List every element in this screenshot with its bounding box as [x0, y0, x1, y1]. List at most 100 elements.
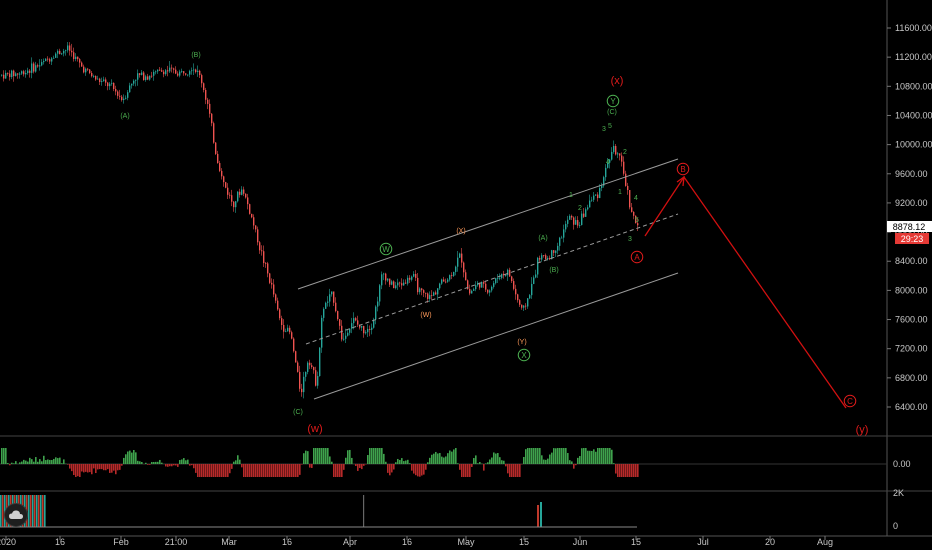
- candle-body: [231, 195, 233, 202]
- oscillator-bar: [601, 448, 603, 464]
- oscillator-bar: [395, 462, 397, 464]
- oscillator-bar: [511, 464, 513, 477]
- oscillator-bar: [83, 464, 85, 473]
- candle-body: [283, 325, 285, 332]
- candle-body: [381, 274, 383, 286]
- time-tick-label: 20: [765, 537, 775, 547]
- candle-body: [105, 79, 107, 83]
- oscillator-bar: [597, 448, 599, 464]
- oscillator-bar: [229, 464, 231, 474]
- candle-body: [477, 282, 479, 286]
- oscillator-bar: [177, 464, 179, 467]
- oscillator-bar: [333, 464, 335, 477]
- price-tick-label: 7200.00: [895, 344, 928, 354]
- candle-body: [335, 302, 337, 312]
- candle-body: [351, 323, 353, 329]
- oscillator-bar: [553, 448, 555, 464]
- oscillator-bar: [73, 464, 75, 476]
- candle-body: [193, 69, 195, 71]
- volume-bar: [40, 495, 42, 527]
- oscillator-bar: [441, 456, 443, 464]
- candle-body: [401, 283, 403, 286]
- candle-body: [23, 71, 25, 75]
- oscillator-bar: [121, 464, 123, 466]
- oscillator-bar: [513, 464, 515, 477]
- candle-body: [355, 318, 357, 321]
- oscillator-bar: [509, 464, 511, 477]
- oscillator-bar: [387, 464, 389, 473]
- candle-body: [71, 50, 73, 53]
- oscillator-bar: [131, 452, 133, 464]
- oscillator-bar: [289, 464, 291, 477]
- price-tick-label: 9600.00: [895, 169, 928, 179]
- oscillator-bar: [361, 464, 363, 470]
- oscillator-bar: [189, 464, 191, 466]
- oscillator-bar: [417, 464, 419, 477]
- time-axis[interactable]: 2020 16 Feb 21:00 Mar 16 Apr 16 May 15 Jun 15 Jul 20 A…: [0, 536, 833, 547]
- candle-body: [421, 288, 423, 291]
- oscillator-bar: [593, 449, 595, 464]
- price-tick-label: 10400.00: [895, 110, 932, 120]
- candle-body: [51, 58, 53, 62]
- oscillator-bar: [583, 448, 585, 464]
- oscillator-bar: [235, 460, 237, 464]
- candle-body: [573, 217, 575, 225]
- price-axis[interactable]: 11600.00 11200.00 10800.00 10400.00 10000.00…: [887, 23, 932, 412]
- oscillator-bar: [55, 457, 57, 464]
- candle-body: [309, 362, 311, 366]
- wave-label-2b: 2: [623, 149, 627, 156]
- oscillator-bar: [149, 464, 151, 465]
- candle-body: [213, 123, 215, 143]
- wave-label-c2: (C): [607, 109, 617, 116]
- candle-body: [607, 162, 609, 168]
- volume-bar: [44, 495, 46, 527]
- candle-body: [557, 245, 559, 251]
- oscillator-bar: [437, 453, 439, 464]
- candle-body: [253, 217, 255, 226]
- candle-body: [75, 56, 77, 59]
- oscillator-bar: [427, 462, 429, 464]
- oscillator-bar: [215, 464, 217, 477]
- candle-body: [499, 277, 501, 279]
- candle-body: [301, 388, 303, 393]
- candle-body: [81, 62, 83, 67]
- oscillator-bar: [465, 464, 467, 477]
- oscillator-bar: [621, 464, 623, 477]
- candle-body: [145, 76, 147, 81]
- candle-body: [161, 70, 163, 72]
- oscillator-bar: [485, 463, 487, 464]
- oscillator-bar: [225, 464, 227, 477]
- oscillator-bar: [91, 464, 93, 475]
- oscillator-bar: [59, 457, 61, 464]
- wave-label-y-circled-circle: [606, 94, 620, 108]
- oscillator-bar: [209, 464, 211, 477]
- candle-body: [179, 71, 181, 76]
- tradingview-logo-icon[interactable]: [4, 503, 28, 527]
- oscillator-bar: [243, 464, 245, 477]
- candle-body: [625, 173, 627, 186]
- oscillator-bar: [181, 459, 183, 464]
- oscillator-bar: [175, 464, 177, 466]
- candle-body: [621, 155, 623, 162]
- oscillator-bar: [267, 464, 269, 477]
- candle-body: [391, 281, 393, 285]
- candle-body: [271, 282, 273, 285]
- oscillator-bar: [517, 464, 519, 477]
- oscillator-bar: [439, 452, 441, 464]
- time-tick-label: 2020: [0, 537, 16, 547]
- candle-body: [265, 263, 267, 264]
- oscillator-bar: [411, 464, 413, 471]
- candle-body: [581, 213, 583, 226]
- volume-bar: [28, 495, 30, 527]
- candle-body: [489, 290, 491, 293]
- oscillator-bar: [347, 450, 349, 464]
- oscillator-bar: [51, 460, 53, 464]
- oscillator-bar: [613, 463, 615, 464]
- oscillator-bar: [463, 464, 465, 477]
- oscillator-bar: [49, 459, 51, 464]
- candle-body: [235, 201, 237, 208]
- candle-body: [507, 269, 509, 276]
- oscillator-bar: [351, 457, 353, 464]
- oscillator-bar: [559, 448, 561, 464]
